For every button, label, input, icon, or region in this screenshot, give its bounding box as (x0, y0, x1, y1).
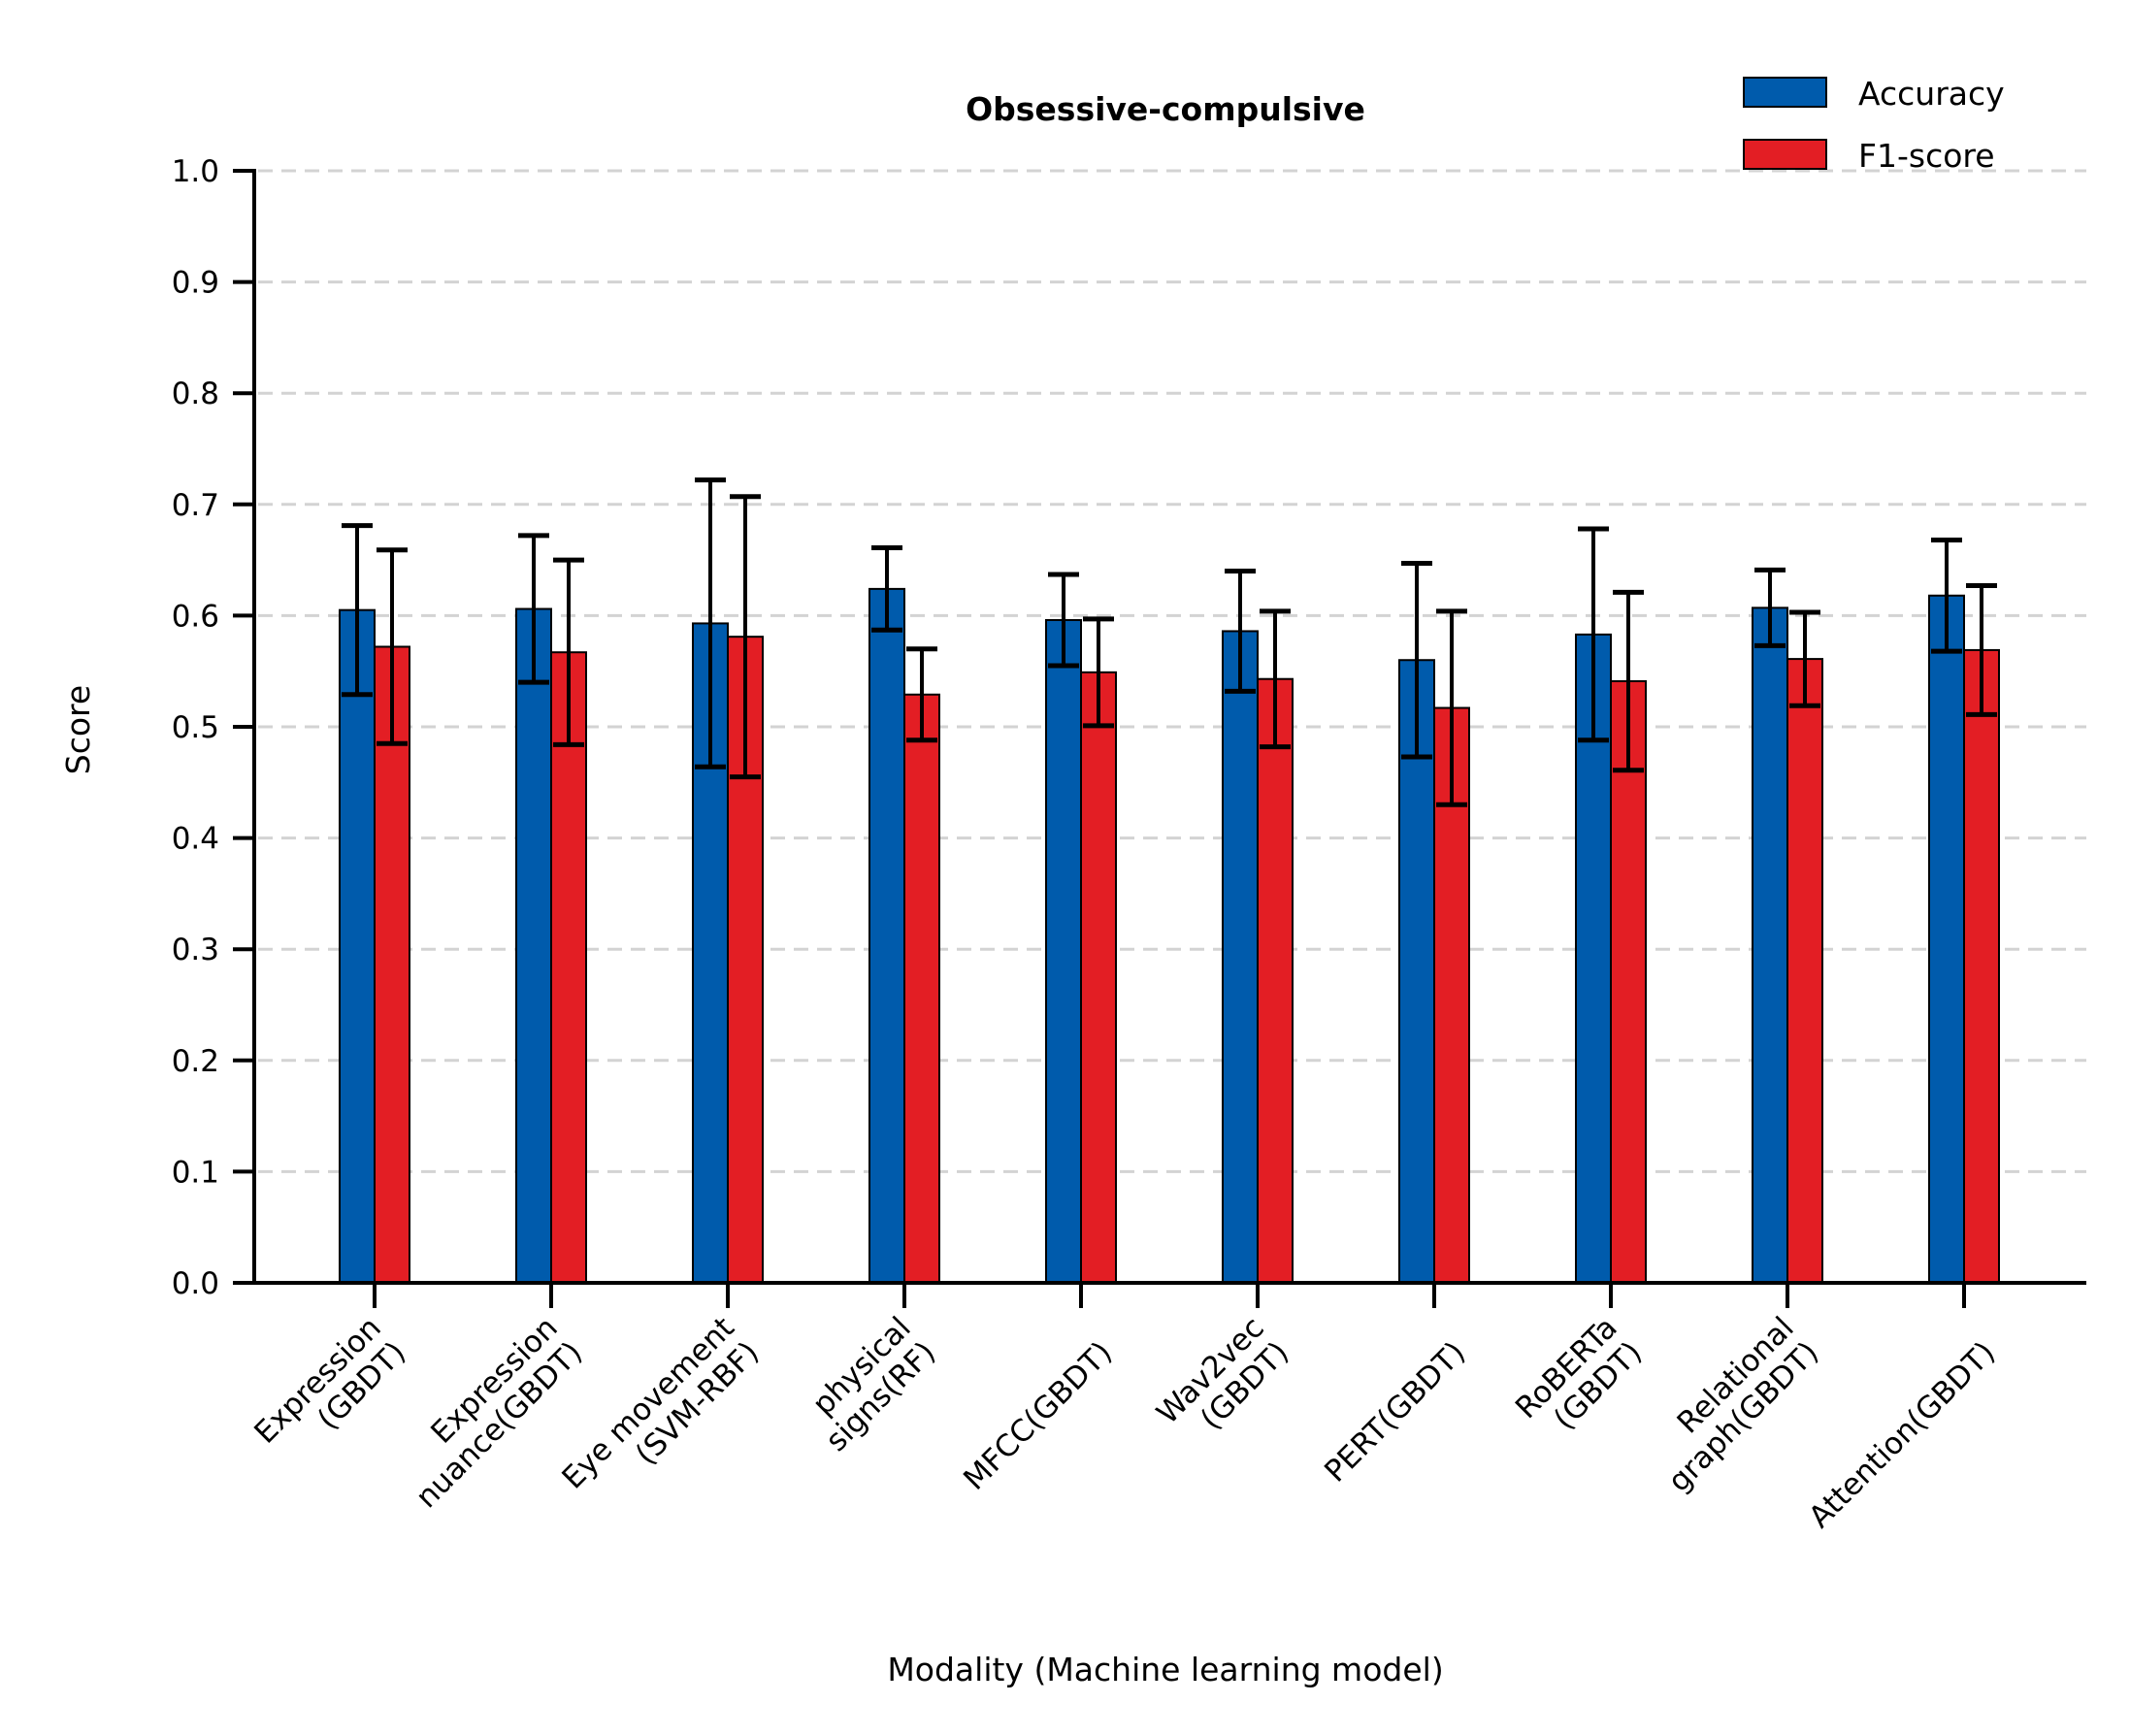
y-tick-label: 1.0 (172, 154, 219, 189)
bar-accuracy (1752, 606, 1788, 1284)
bar-accuracy (515, 607, 552, 1284)
bar-f1-score (1257, 677, 1294, 1284)
bar-accuracy (1045, 618, 1082, 1284)
x-tick-label: Wav2vec(GBDT) (1150, 1310, 1295, 1456)
legend-label-f1-score: F1-score (1858, 137, 1995, 175)
legend-label-accuracy: Accuracy (1858, 75, 2005, 113)
y-tick-label: 0.5 (172, 710, 219, 745)
y-tick-label: 0.4 (172, 822, 219, 857)
x-tick-label: RoBERTa(GBDT) (1509, 1310, 1649, 1450)
y-tick-label: 0.1 (172, 1155, 219, 1190)
legend: Accuracy F1-score (1743, 75, 2005, 175)
legend-swatch-f1-score (1743, 139, 1827, 170)
x-tick-label: MFCC(GBDT) (957, 1335, 1119, 1497)
error-bars (342, 477, 1997, 807)
y-tick-label: 0.2 (172, 1044, 219, 1079)
y-tick-label: 0.7 (172, 488, 219, 523)
x-axis-label: Modality (Machine learning model) (887, 1651, 1443, 1688)
x-tick-label: Eye movement(SVM-RBF) (555, 1310, 766, 1521)
y-tick-label: 0.6 (172, 599, 219, 634)
x-tick-label: PERT(GBDT) (1318, 1335, 1472, 1490)
bar-f1-score (1786, 658, 1823, 1284)
x-tick-label: Attention(GBDT) (1802, 1335, 2002, 1535)
bars (339, 587, 2000, 1284)
x-tick-label: Expression(GBDT) (247, 1310, 412, 1475)
x-tick-label: Relationalgraph(GBDT) (1637, 1310, 1825, 1498)
bar-f1-score (1963, 648, 2000, 1284)
legend-swatch-accuracy (1743, 77, 1827, 108)
x-tick-label: Expressionnuance(GBDT) (384, 1310, 589, 1515)
y-tick-label: 0.0 (172, 1266, 219, 1301)
axes (233, 169, 2086, 1308)
chart-title: Obsessive-compulsive (966, 90, 1365, 128)
bar-f1-score (1080, 671, 1117, 1284)
bar-accuracy (1928, 594, 1965, 1284)
x-tick-label-line: PERT(GBDT) (1318, 1335, 1472, 1490)
x-tick-label-line: Attention(GBDT) (1802, 1335, 2002, 1535)
bar-f1-score (903, 693, 940, 1284)
y-tick-label: 0.3 (172, 933, 219, 967)
bar-accuracy (1398, 659, 1435, 1284)
x-tick-label: physicalsigns(RF) (795, 1310, 943, 1458)
y-tick-label: 0.8 (172, 377, 219, 411)
y-axis-label: Score (59, 685, 97, 774)
bar-accuracy (339, 608, 376, 1284)
bar-accuracy (868, 587, 905, 1284)
bar-accuracy (1222, 630, 1259, 1284)
x-tick-label-line: MFCC(GBDT) (957, 1335, 1119, 1497)
y-tick-label: 0.9 (172, 266, 219, 301)
